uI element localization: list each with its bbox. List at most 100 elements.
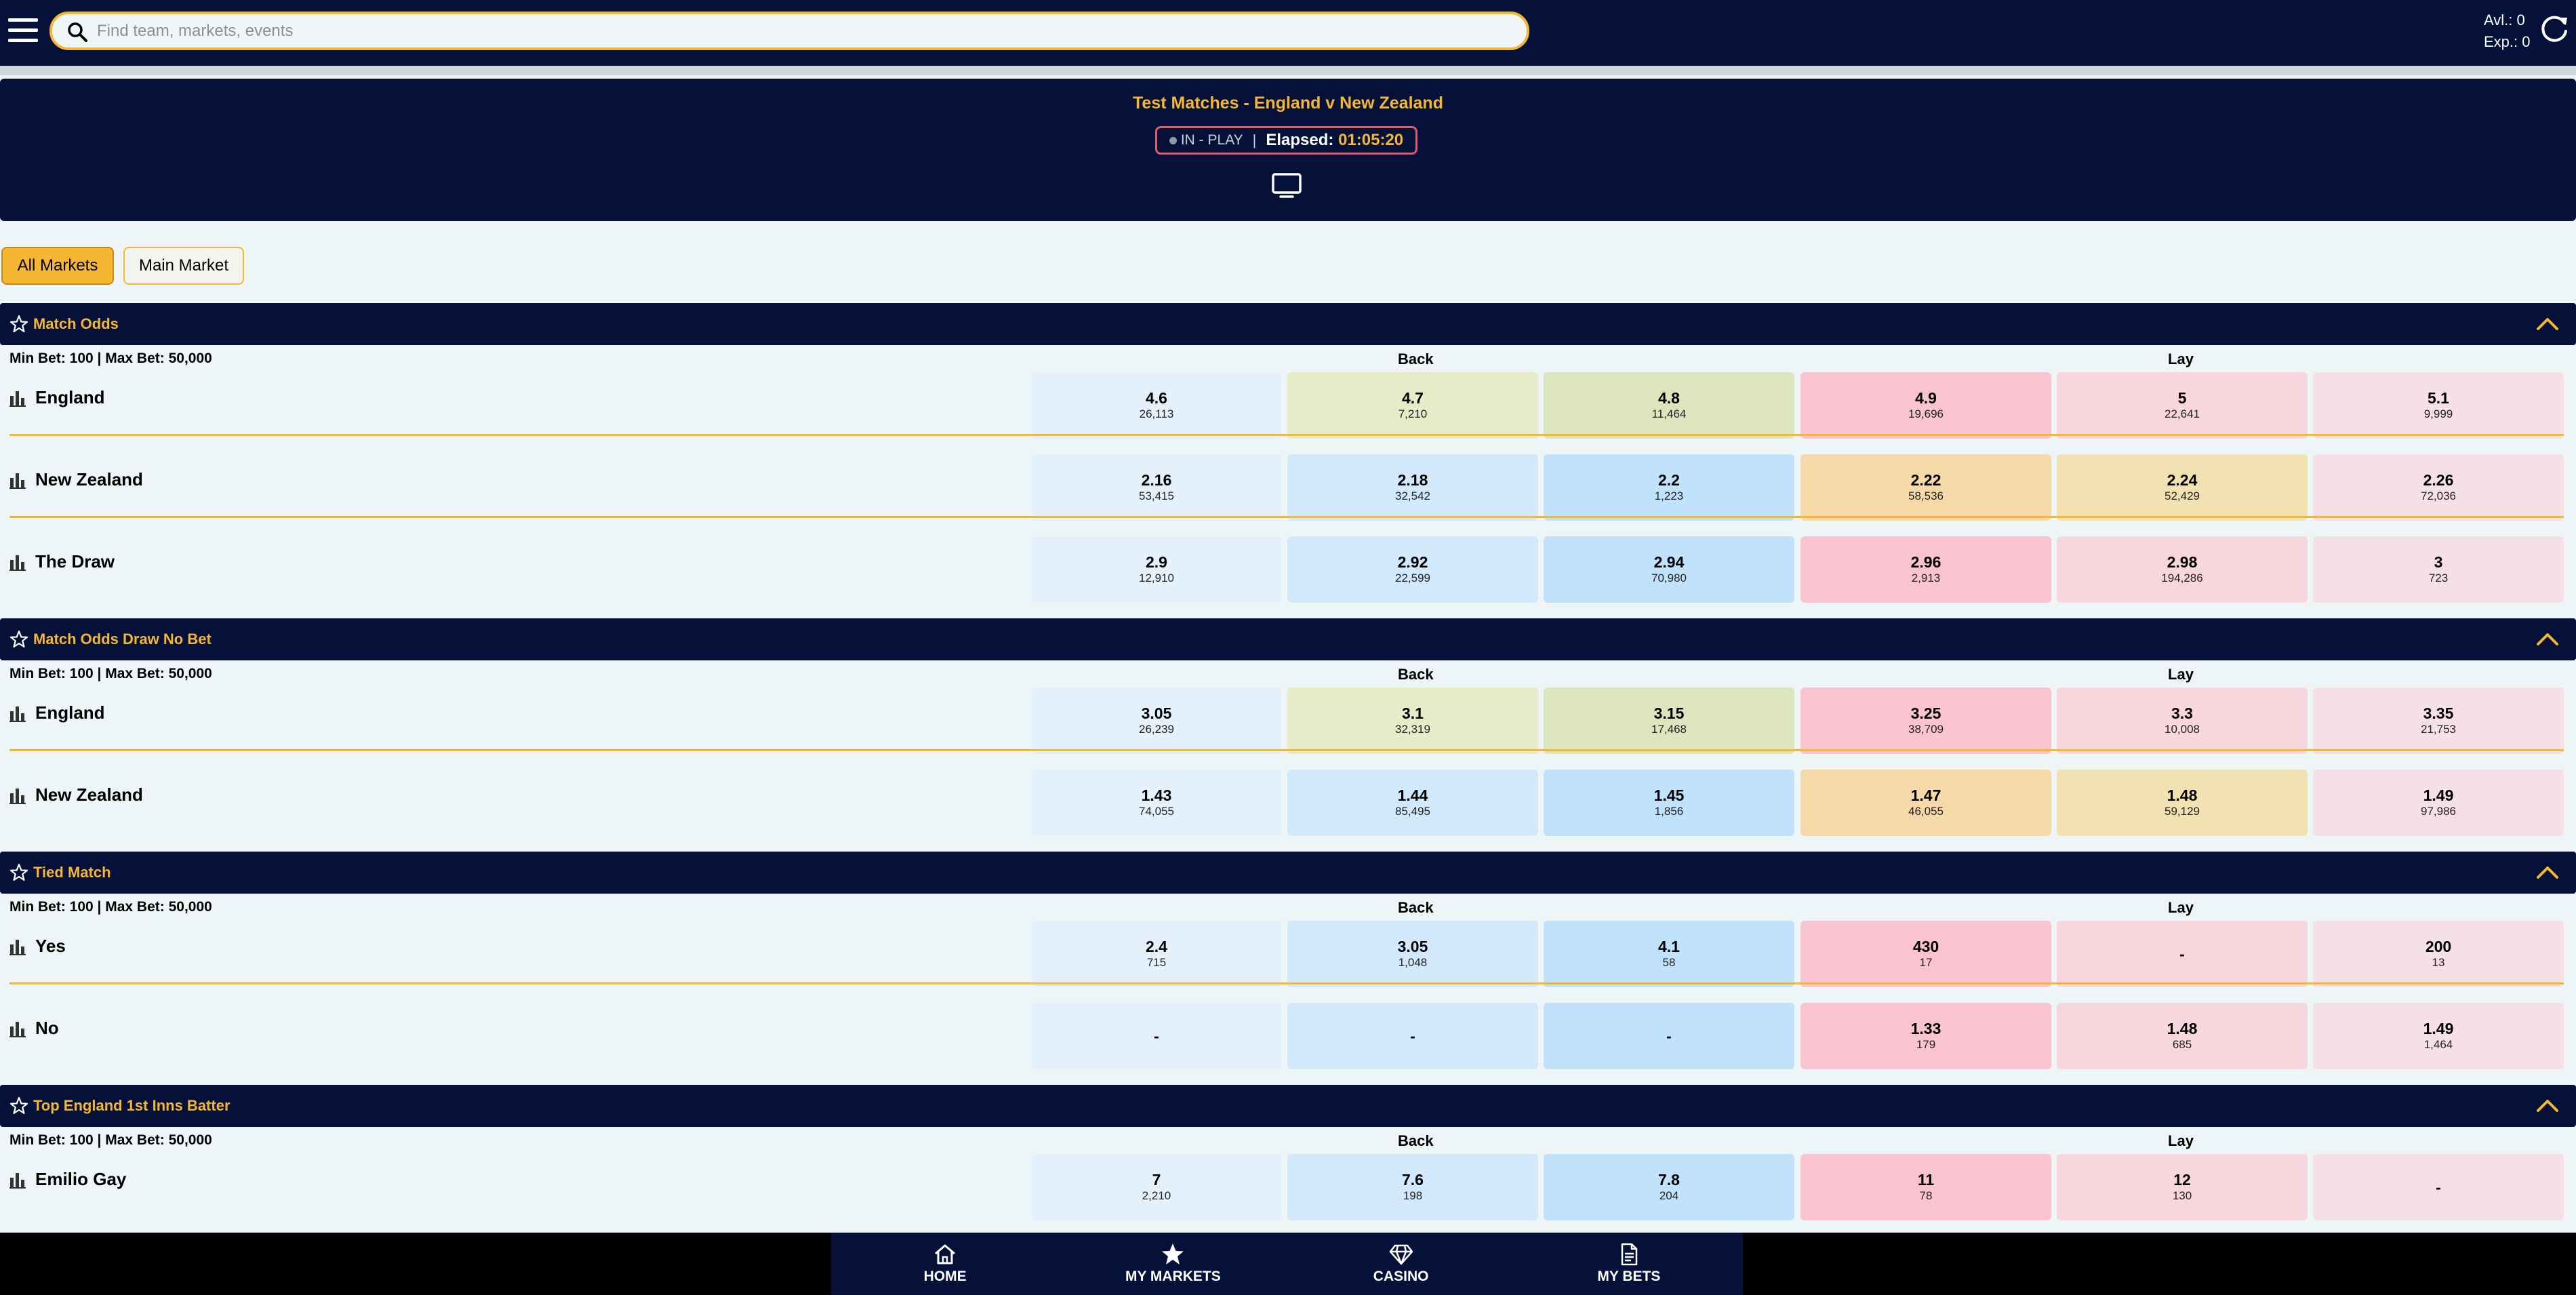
- tv-icon[interactable]: [1271, 172, 1302, 199]
- odds-size: 97,986: [2421, 805, 2456, 818]
- back-odds-cell[interactable]: 4.7 7,210: [1287, 372, 1538, 439]
- market-header[interactable]: Tied Match: [0, 852, 2576, 894]
- nav-my-bets[interactable]: MY BETS: [1515, 1233, 1743, 1295]
- favorite-star-icon[interactable]: [9, 315, 28, 334]
- back-odds-cell[interactable]: 1.44 85,495: [1287, 770, 1538, 836]
- lay-odds-cell[interactable]: 1.33 179: [1800, 1003, 2051, 1069]
- lay-odds-cell[interactable]: 2.22 58,536: [1800, 454, 2051, 521]
- back-odds-cell[interactable]: 2.9 12,910: [1031, 536, 1282, 603]
- back-odds-cell[interactable]: 2.92 22,599: [1287, 536, 1538, 603]
- back-odds-cell[interactable]: 1.45 1,856: [1544, 770, 1794, 836]
- main-market-button[interactable]: Main Market: [123, 247, 244, 285]
- collapse-chevron-icon[interactable]: [2535, 1097, 2560, 1115]
- odds-size: 53,415: [1139, 490, 1174, 502]
- bet-limits: Min Bet: 100 | Max Bet: 50,000: [9, 1132, 212, 1148]
- lay-odds-cell[interactable]: 1.49 97,986: [2313, 770, 2564, 836]
- lay-odds-cell[interactable]: 3.3 10,008: [2057, 688, 2308, 754]
- back-odds-cell[interactable]: 2.18 32,542: [1287, 454, 1538, 521]
- odds-size: 723: [2428, 572, 2449, 584]
- back-odds-cell[interactable]: 2.16 53,415: [1031, 454, 1282, 521]
- chart-bars-icon[interactable]: [9, 1171, 26, 1189]
- back-odds-cell[interactable]: -: [1287, 1003, 1538, 1069]
- refresh-icon[interactable]: [2539, 14, 2570, 45]
- runner: No: [9, 1018, 59, 1039]
- odds-price: 2.24: [2167, 471, 2198, 489]
- favorite-star-icon[interactable]: [9, 1096, 28, 1115]
- chart-bars-icon[interactable]: [9, 471, 26, 489]
- bottom-nav: HOME MY MARKETS CASINO MY BETS: [0, 1233, 2576, 1295]
- lay-odds-cell[interactable]: -: [2313, 1154, 2564, 1220]
- lay-odds-cell[interactable]: 11 78: [1800, 1154, 2051, 1220]
- back-odds-cell[interactable]: 7.6 198: [1287, 1154, 1538, 1220]
- market-info-row: Min Bet: 100 | Max Bet: 50,000 Back Lay: [0, 345, 2576, 372]
- lay-odds-cell[interactable]: 1.48 59,129: [2057, 770, 2308, 836]
- back-odds-cell[interactable]: 1.43 74,055: [1031, 770, 1282, 836]
- favorite-star-icon[interactable]: [9, 863, 28, 882]
- collapse-chevron-icon[interactable]: [2535, 864, 2560, 881]
- collapse-chevron-icon[interactable]: [2535, 631, 2560, 648]
- nav-casino[interactable]: CASINO: [1287, 1233, 1515, 1295]
- back-odds-cell[interactable]: 3.05 1,048: [1287, 921, 1538, 987]
- back-odds-cell[interactable]: 7 2,210: [1031, 1154, 1282, 1220]
- lay-odds-cell[interactable]: 2.24 52,429: [2057, 454, 2308, 521]
- search-input[interactable]: [97, 18, 1507, 44]
- lay-odds-cell[interactable]: 200 13: [2313, 921, 2564, 987]
- back-odds-cell[interactable]: 2.2 1,223: [1544, 454, 1794, 521]
- lay-odds-cell[interactable]: 4.9 19,696: [1800, 372, 2051, 439]
- lay-odds-cell[interactable]: 430 17: [1800, 921, 2051, 987]
- menu-icon[interactable]: [8, 18, 38, 43]
- chart-bars-icon[interactable]: [9, 938, 26, 955]
- collapse-chevron-icon[interactable]: [2535, 315, 2560, 333]
- diamond-icon: [1389, 1244, 1413, 1265]
- lay-odds-cell[interactable]: 2.98 194,286: [2057, 536, 2308, 603]
- back-odds-cell[interactable]: -: [1031, 1003, 1282, 1069]
- lay-odds-cell[interactable]: 3.35 21,753: [2313, 688, 2564, 754]
- odds-size: 17,468: [1651, 723, 1687, 736]
- back-odds-cell[interactable]: 4.6 26,113: [1031, 372, 1282, 439]
- favorite-star-icon[interactable]: [9, 630, 28, 649]
- market-header[interactable]: Match Odds: [0, 303, 2576, 345]
- back-odds-cell[interactable]: 2.4 715: [1031, 921, 1282, 987]
- all-markets-button[interactable]: All Markets: [1, 247, 114, 285]
- back-odds-cell[interactable]: 2.94 70,980: [1544, 536, 1794, 603]
- lay-odds-cell[interactable]: 1.48 685: [2057, 1003, 2308, 1069]
- back-odds-cell[interactable]: 7.8 204: [1544, 1154, 1794, 1220]
- lay-odds-cell[interactable]: 12 130: [2057, 1154, 2308, 1220]
- odds-price: 3.1: [1402, 704, 1424, 722]
- nav-home[interactable]: HOME: [831, 1233, 1059, 1295]
- lay-odds-cell[interactable]: 3.25 38,709: [1800, 688, 2051, 754]
- search-box[interactable]: [49, 12, 1529, 50]
- odds-size: 194,286: [2161, 572, 2203, 584]
- back-odds-cell[interactable]: 3.15 17,468: [1544, 688, 1794, 754]
- runner: New Zealand: [9, 469, 143, 490]
- back-odds-cell[interactable]: 4.8 11,464: [1544, 372, 1794, 439]
- odds-price: 4.8: [1658, 389, 1680, 407]
- nav-my-markets[interactable]: MY MARKETS: [1059, 1233, 1287, 1295]
- back-odds-cell[interactable]: -: [1544, 1003, 1794, 1069]
- back-odds-cell[interactable]: 4.1 58: [1544, 921, 1794, 987]
- odds-price: 4.7: [1402, 389, 1424, 407]
- lay-odds-cell[interactable]: 5 22,641: [2057, 372, 2308, 439]
- back-odds-cell[interactable]: 3.05 26,239: [1031, 688, 1282, 754]
- lay-odds-cell[interactable]: 5.1 9,999: [2313, 372, 2564, 439]
- star-icon: [1162, 1243, 1184, 1264]
- lay-odds-cell[interactable]: 1.47 46,055: [1800, 770, 2051, 836]
- chart-bars-icon[interactable]: [9, 553, 26, 571]
- market-header[interactable]: Match Odds Draw No Bet: [0, 618, 2576, 660]
- lay-odds-cell[interactable]: 2.96 2,913: [1800, 536, 2051, 603]
- lay-odds-cell[interactable]: -: [2057, 921, 2308, 987]
- chart-bars-icon[interactable]: [9, 704, 26, 722]
- odds-price: 4.6: [1146, 389, 1167, 407]
- chart-bars-icon[interactable]: [9, 786, 26, 804]
- odds-size: 9,999: [2423, 407, 2453, 420]
- chart-bars-icon[interactable]: [9, 1020, 26, 1037]
- lay-odds-cell[interactable]: 1.49 1,464: [2313, 1003, 2564, 1069]
- lay-odds-cell[interactable]: 2.26 72,036: [2313, 454, 2564, 521]
- odds-price: 1.48: [2167, 1020, 2198, 1037]
- back-odds-cell[interactable]: 3.1 32,319: [1287, 688, 1538, 754]
- search-icon: [68, 22, 87, 42]
- runner-row: England 4.6 26,113 4.7 7,210 4.8 11,464 4.9 19,6…: [0, 364, 2576, 439]
- chart-bars-icon[interactable]: [9, 389, 26, 407]
- lay-odds-cell[interactable]: 3 723: [2313, 536, 2564, 603]
- market-header[interactable]: Top England 1st Inns Batter: [0, 1085, 2576, 1127]
